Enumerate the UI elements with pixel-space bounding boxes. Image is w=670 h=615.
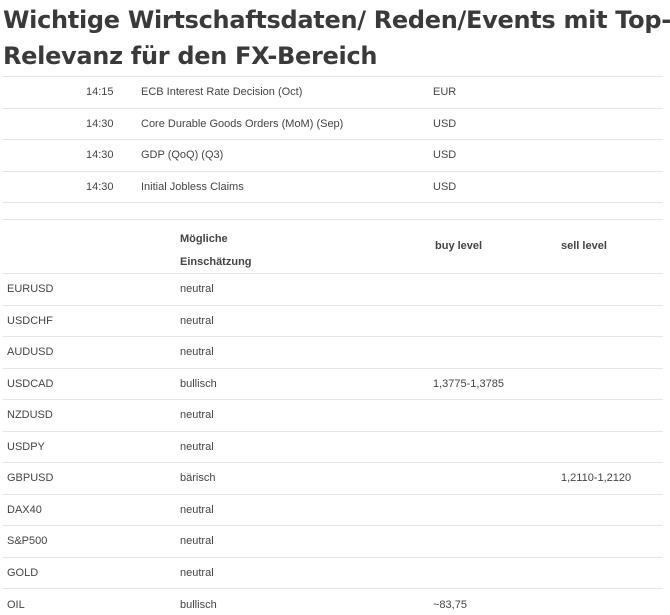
asset-name: NZDUSD — [7, 409, 53, 422]
asset-assessment: neutral — [180, 535, 214, 548]
asset-buy-level: ~83,75 — [433, 598, 467, 611]
event-name: Core Durable Goods Orders (MoM) (Sep) — [141, 117, 344, 130]
header-einschaetzung: Mögliche Einschätzung — [180, 228, 252, 274]
table-row: GOLD neutral — [3, 558, 663, 589]
table-row: USDPY neutral — [3, 432, 663, 463]
event-name: Initial Jobless Claims — [141, 180, 244, 193]
events-table: 14:15 ECB Interest Rate Decision (Oct) E… — [3, 76, 663, 203]
table-row: S&P500 neutral — [3, 526, 663, 558]
event-row: 14:30 Initial Jobless Claims USD — [3, 172, 663, 203]
event-time: 14:30 — [86, 149, 114, 162]
asset-assessment: neutral — [180, 440, 214, 453]
table-row: USDCHF neutral — [3, 306, 663, 337]
table-row: USDCAD bullisch 1,3775-1,3785 — [3, 369, 663, 400]
header-buy-level: buy level — [435, 240, 483, 252]
asset-name: AUDUSD — [7, 346, 54, 359]
asset-sell-level: 1,2110-1,2120 — [561, 472, 632, 485]
table-row: EURUSD neutral — [3, 274, 663, 306]
table-row: NZDUSD neutral — [3, 400, 663, 432]
asset-name: USDCAD — [7, 377, 54, 390]
asset-assessment: bullisch — [180, 598, 217, 611]
asset-name: GBPUSD — [7, 472, 54, 485]
asset-assessment: neutral — [180, 314, 214, 327]
table-row: AUDUSD neutral — [3, 337, 663, 369]
asset-name: GOLD — [7, 566, 39, 579]
event-time: 14:15 — [86, 86, 114, 99]
page-title-line-1: Wichtige Wirtschaftsdaten/ Reden/Events … — [3, 6, 670, 34]
asset-assessment: neutral — [180, 283, 214, 296]
asset-name: OIL — [7, 598, 25, 611]
asset-assessment: neutral — [180, 566, 214, 579]
table-row: OIL bullisch ~83,75 — [3, 589, 663, 615]
asset-name: USDPY — [7, 440, 45, 453]
header-sell-level: sell level — [561, 240, 607, 252]
event-currency: USD — [433, 117, 457, 130]
event-row: 14:30 Core Durable Goods Orders (MoM) (S… — [3, 109, 663, 140]
header-einschaetzung-line-1: Mögliche — [180, 233, 228, 245]
asset-assessment: bärisch — [180, 472, 216, 485]
event-name: ECB Interest Rate Decision (Oct) — [141, 86, 303, 99]
asset-assessment: bullisch — [180, 377, 217, 390]
event-row: 14:30 GDP (QoQ) (Q3) USD — [3, 140, 663, 172]
event-currency: USD — [433, 149, 457, 162]
event-currency: USD — [433, 180, 457, 193]
event-time: 14:30 — [86, 180, 114, 193]
page-title: Wichtige Wirtschaftsdaten/ Reden/Events … — [3, 2, 670, 74]
event-currency: EUR — [433, 86, 457, 99]
asset-name: EURUSD — [7, 283, 54, 296]
table-row: DAX40 neutral — [3, 495, 663, 526]
event-name: GDP (QoQ) (Q3) — [141, 149, 224, 162]
assessment-table-header: Mögliche Einschätzung buy level sell lev… — [3, 220, 663, 274]
asset-assessment: neutral — [180, 503, 214, 516]
asset-buy-level: 1,3775-1,3785 — [433, 377, 504, 390]
event-row: 14:15 ECB Interest Rate Decision (Oct) E… — [3, 77, 663, 109]
asset-name: S&P500 — [7, 535, 48, 548]
asset-name: USDCHF — [7, 314, 53, 327]
event-time: 14:30 — [86, 117, 114, 130]
asset-assessment: neutral — [180, 346, 214, 359]
page-title-line-2: Relevanz für den FX-Bereich — [3, 42, 378, 70]
header-einschaetzung-line-2: Einschätzung — [180, 256, 252, 268]
asset-assessment: neutral — [180, 409, 214, 422]
table-row: GBPUSD bärisch 1,2110-1,2120 — [3, 463, 663, 495]
assessment-table: Mögliche Einschätzung buy level sell lev… — [3, 219, 663, 615]
asset-name: DAX40 — [7, 503, 42, 516]
